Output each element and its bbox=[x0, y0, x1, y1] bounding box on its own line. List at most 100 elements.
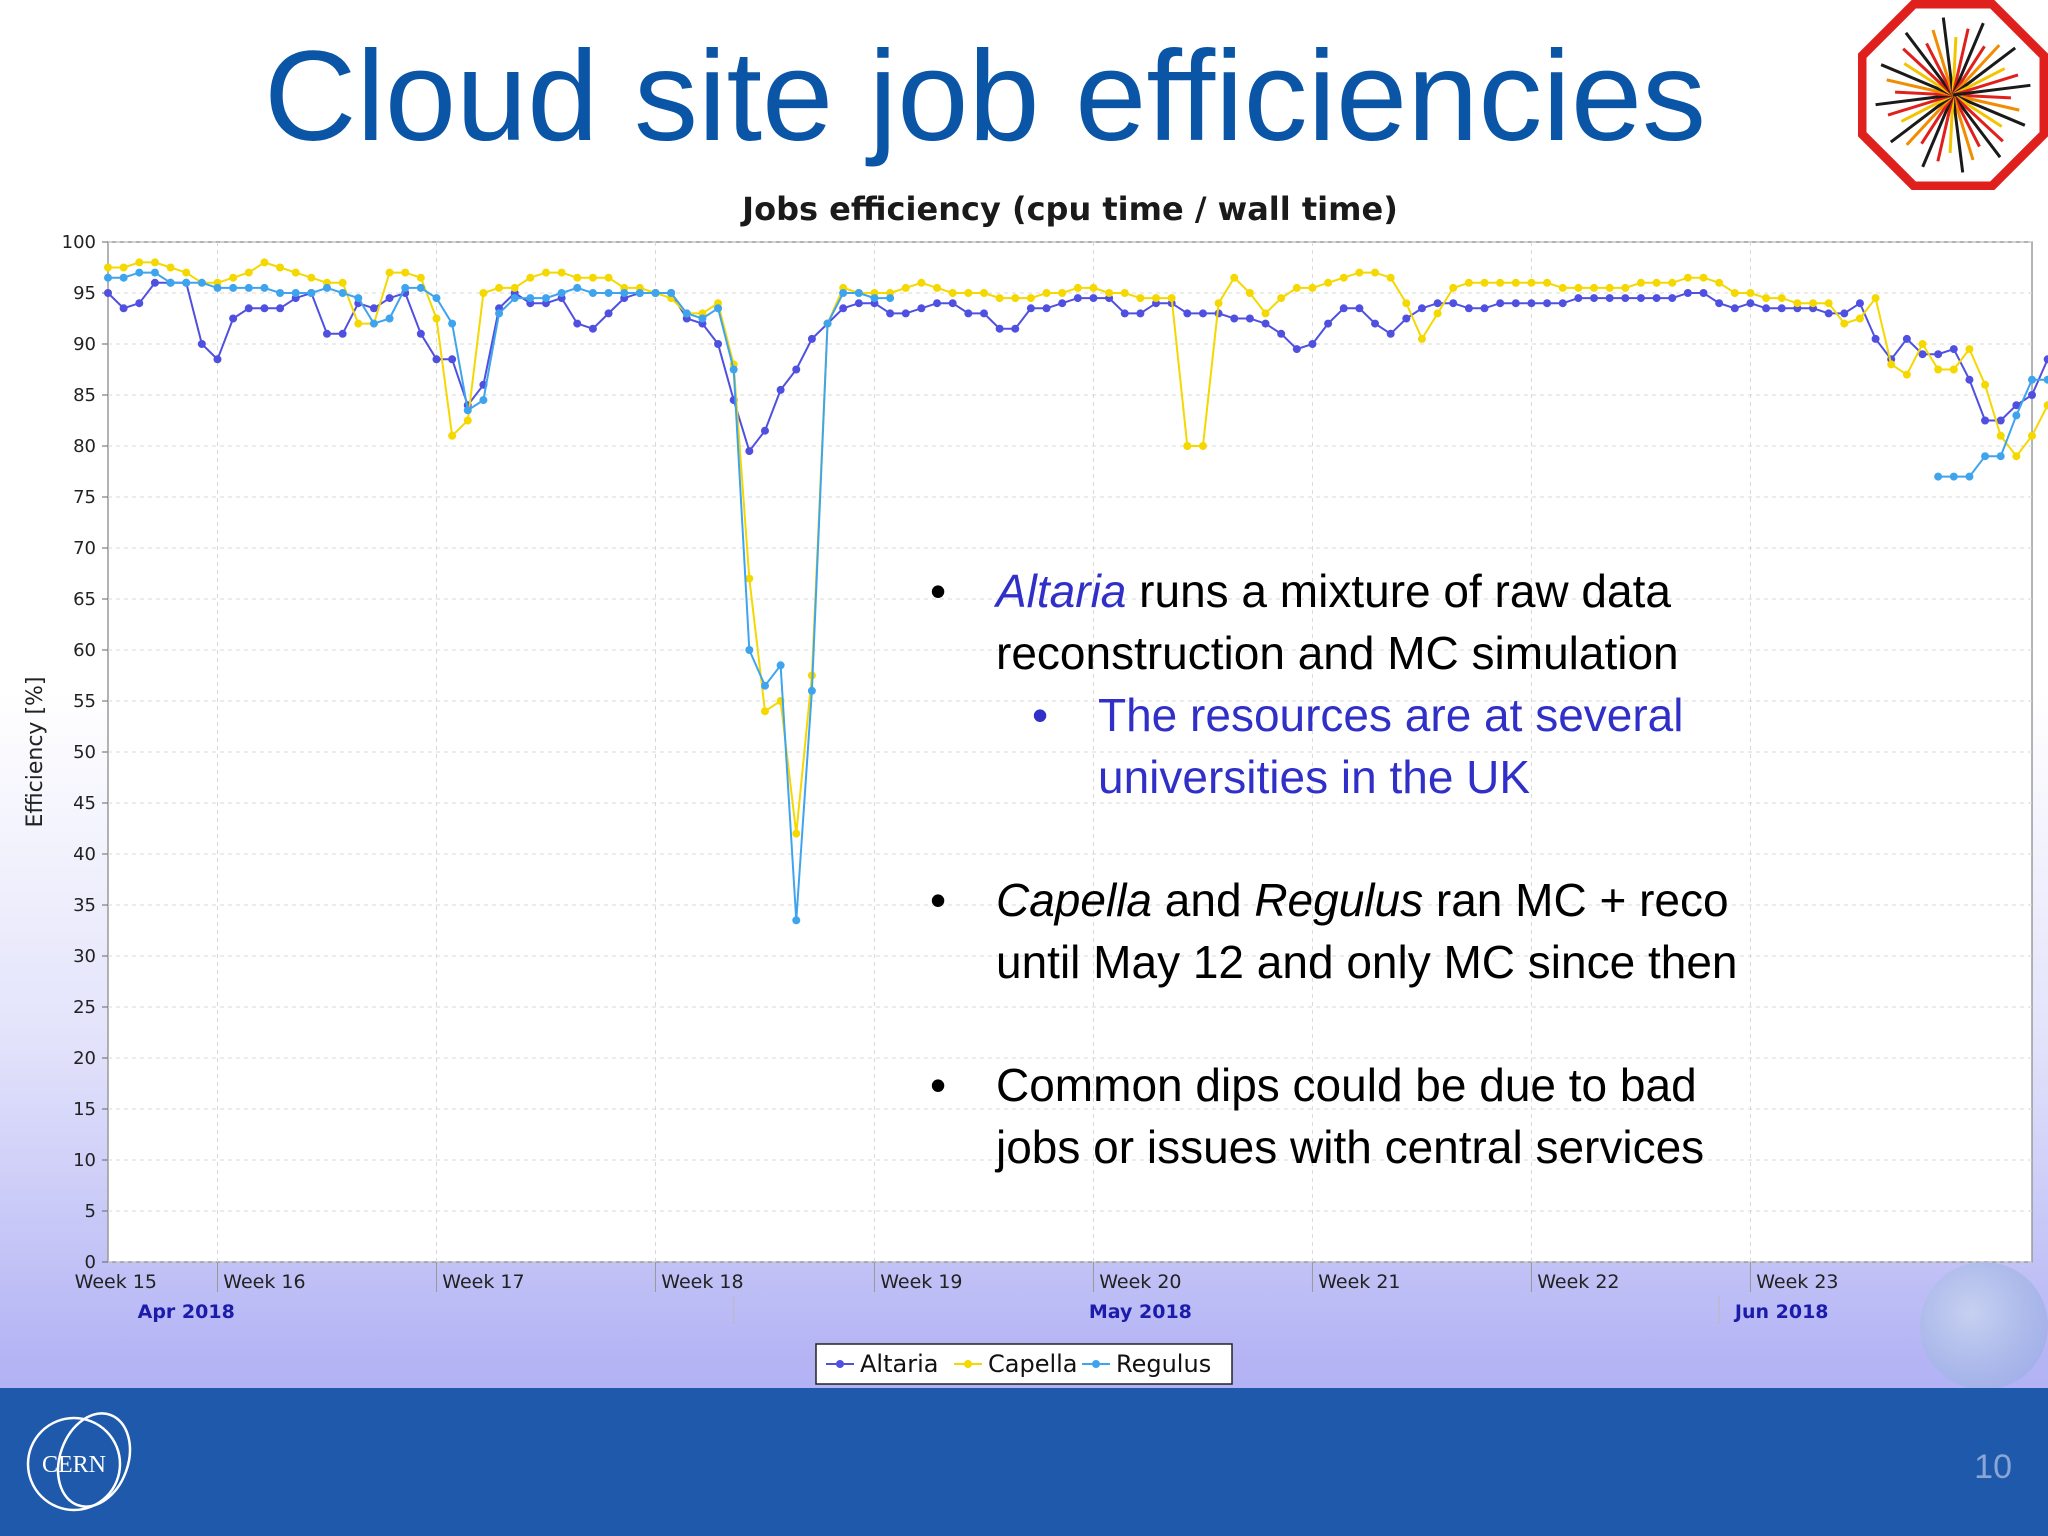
data-point bbox=[229, 273, 238, 282]
data-point bbox=[1949, 345, 1958, 354]
bullet-altaria: • Altaria runs a mixture of raw data reco… bbox=[930, 560, 2020, 684]
data-point bbox=[2012, 411, 2021, 420]
data-point bbox=[244, 283, 253, 292]
data-point bbox=[933, 299, 942, 308]
data-point bbox=[291, 268, 300, 277]
data-point bbox=[1371, 319, 1380, 328]
data-point bbox=[1183, 442, 1192, 450]
data-point bbox=[1261, 319, 1270, 328]
y-axis-label: Efficiency [%] bbox=[23, 676, 48, 827]
data-point bbox=[495, 283, 504, 292]
data-point bbox=[620, 289, 629, 297]
data-point bbox=[1981, 452, 1990, 461]
logo-ray bbox=[1952, 46, 2017, 97]
data-point bbox=[541, 268, 550, 277]
bullet-line: Altaria runs a mixture of raw data bbox=[996, 565, 1671, 617]
data-point bbox=[182, 278, 191, 287]
data-point bbox=[573, 273, 582, 282]
data-point bbox=[448, 319, 457, 328]
logo-ray bbox=[1952, 73, 2019, 97]
data-point bbox=[432, 314, 441, 323]
data-point bbox=[698, 314, 707, 323]
data-point bbox=[1480, 278, 1489, 287]
data-point bbox=[1527, 278, 1536, 287]
data-point bbox=[1230, 314, 1239, 323]
data-point bbox=[964, 289, 973, 297]
data-point bbox=[1855, 299, 1864, 308]
data-point bbox=[1198, 442, 1207, 450]
data-point bbox=[964, 309, 973, 318]
legend-swatch-marker bbox=[1092, 1360, 1100, 1368]
data-point bbox=[1214, 299, 1223, 308]
data-point bbox=[104, 263, 112, 272]
y-tick-label: 50 bbox=[73, 742, 96, 763]
bullet-line: Capella and Regulus ran MC + reco bbox=[996, 874, 1729, 926]
data-point bbox=[604, 289, 613, 297]
data-point bbox=[385, 294, 394, 303]
data-point bbox=[839, 289, 848, 297]
y-tick-label: 35 bbox=[73, 895, 96, 916]
data-point bbox=[1762, 304, 1771, 313]
logo-ray bbox=[1931, 29, 1955, 96]
data-point bbox=[1136, 309, 1145, 318]
data-point bbox=[385, 268, 394, 277]
y-tick-label: 40 bbox=[73, 844, 96, 865]
data-point bbox=[1355, 304, 1364, 313]
logo-ray bbox=[1952, 93, 2003, 128]
data-point bbox=[604, 273, 613, 282]
data-point bbox=[1965, 345, 1974, 354]
data-point bbox=[1120, 309, 1129, 318]
data-point bbox=[1527, 299, 1536, 308]
data-point bbox=[1543, 299, 1552, 308]
data-point bbox=[1371, 268, 1380, 277]
data-point bbox=[354, 294, 363, 303]
data-point bbox=[150, 278, 159, 287]
data-point bbox=[1699, 273, 1708, 282]
data-point bbox=[557, 268, 566, 277]
data-point bbox=[917, 304, 926, 313]
y-tick-label: 60 bbox=[73, 640, 96, 661]
data-point bbox=[166, 263, 175, 272]
data-point bbox=[1965, 472, 1974, 481]
y-tick-label: 90 bbox=[73, 334, 96, 355]
data-point bbox=[1777, 304, 1786, 313]
data-point bbox=[1308, 283, 1317, 292]
data-point bbox=[1668, 294, 1677, 303]
data-point bbox=[479, 396, 488, 405]
data-point bbox=[2028, 375, 2036, 384]
bullet-capella-regulus-text: Capella and Regulus ran MC + reco until M… bbox=[996, 869, 2020, 993]
data-point bbox=[416, 273, 425, 282]
data-point bbox=[1902, 334, 1911, 343]
data-point bbox=[229, 283, 238, 292]
bullet-marker: • bbox=[1032, 689, 1049, 741]
data-point bbox=[432, 294, 441, 303]
data-point bbox=[260, 304, 269, 313]
data-point bbox=[635, 289, 644, 297]
data-point bbox=[1558, 299, 1567, 308]
bullet-list: • Altaria runs a mixture of raw data reco… bbox=[930, 560, 2020, 1178]
y-tick-label: 5 bbox=[85, 1201, 96, 1222]
logo-ray bbox=[1951, 45, 1986, 96]
data-point bbox=[369, 319, 378, 328]
page-number: 10 bbox=[1974, 1448, 2012, 1486]
data-point bbox=[385, 314, 394, 323]
data-point bbox=[1574, 283, 1583, 292]
data-point bbox=[1621, 294, 1630, 303]
data-point bbox=[917, 278, 926, 287]
data-point bbox=[1762, 294, 1771, 303]
data-point bbox=[1417, 304, 1426, 313]
data-point bbox=[104, 289, 112, 297]
data-point bbox=[448, 355, 457, 364]
data-point bbox=[901, 309, 910, 318]
legend-swatch-marker bbox=[836, 1360, 844, 1368]
y-tick-label: 10 bbox=[73, 1150, 96, 1171]
logo-ray bbox=[1920, 94, 1955, 145]
data-point bbox=[1809, 299, 1818, 308]
data-point bbox=[995, 294, 1004, 303]
logo-ray bbox=[1875, 93, 1954, 107]
data-point bbox=[135, 268, 144, 277]
data-point bbox=[1277, 329, 1286, 338]
data-point bbox=[1730, 289, 1739, 297]
logo-ray bbox=[1951, 36, 1958, 96]
legend-label: Capella bbox=[988, 1350, 1078, 1378]
